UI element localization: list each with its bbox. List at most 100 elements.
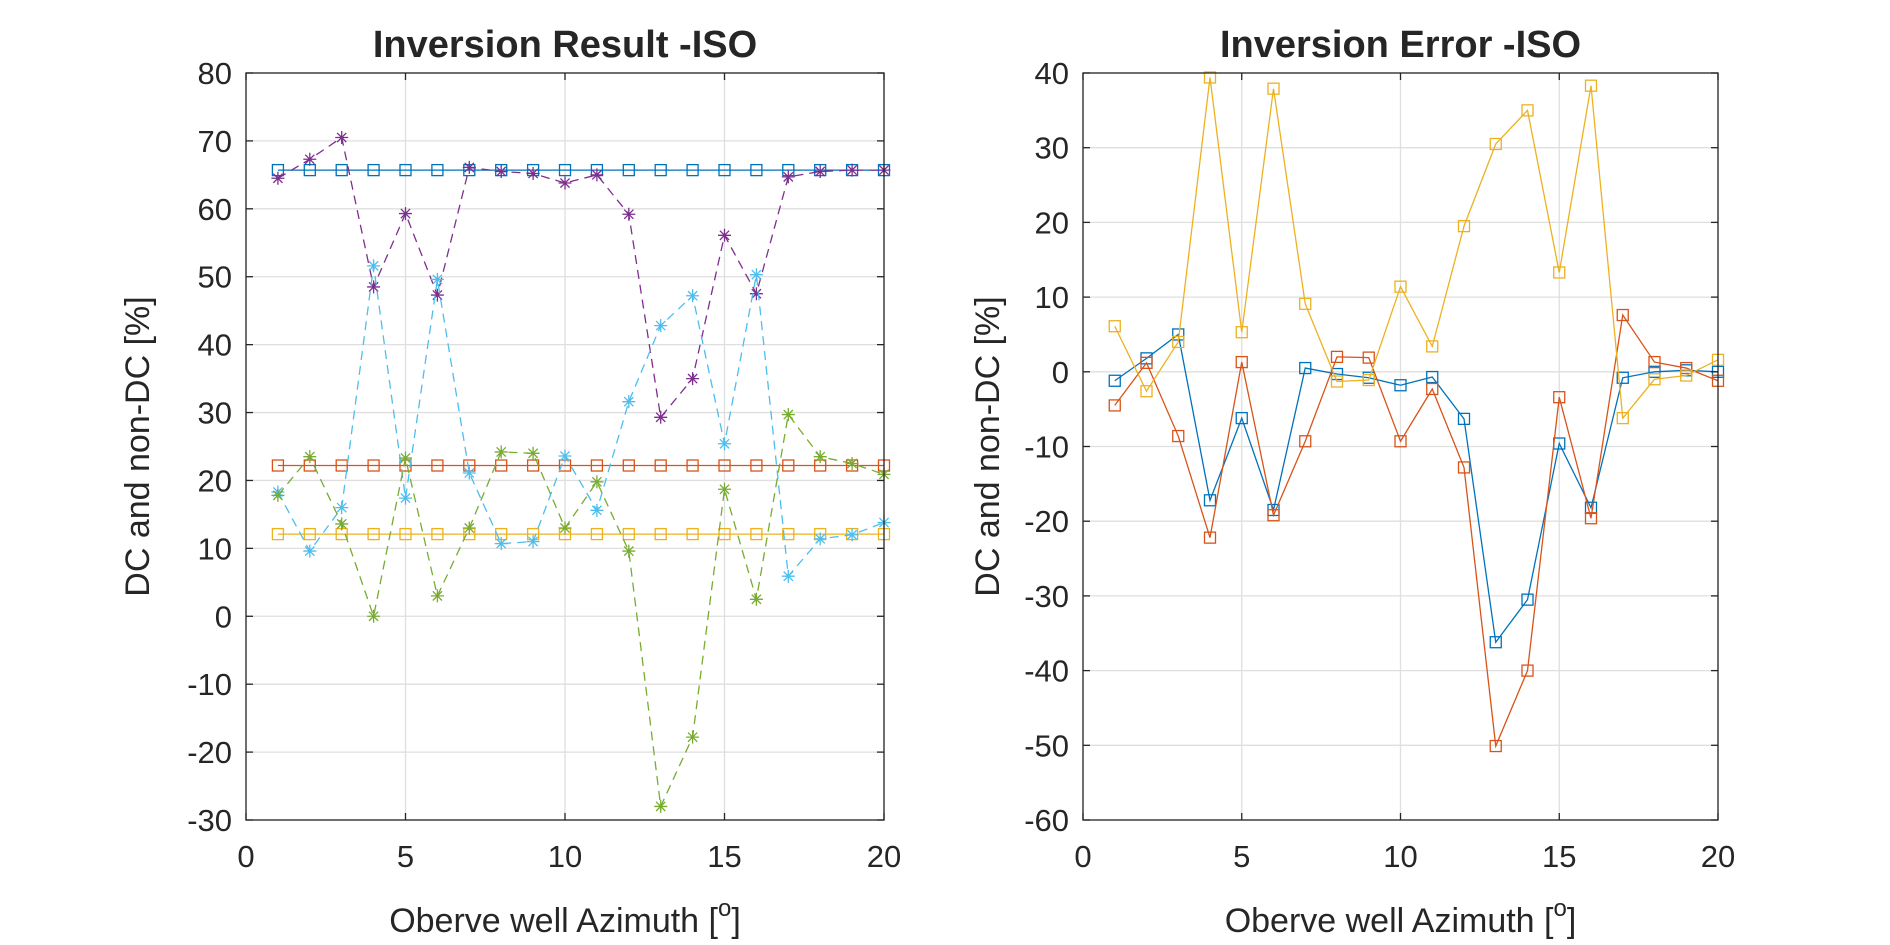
data-point bbox=[1203, 71, 1217, 84]
data-point bbox=[718, 228, 731, 242]
data-point bbox=[1584, 79, 1598, 92]
data-point bbox=[718, 482, 731, 496]
y-tick-label: -20 bbox=[1024, 504, 1069, 539]
data-point bbox=[590, 459, 604, 472]
data-point bbox=[1648, 355, 1661, 369]
data-point bbox=[367, 527, 380, 541]
y-axis-label: DC and non-DC [%] bbox=[119, 296, 157, 596]
series-6 bbox=[271, 408, 891, 813]
data-point bbox=[367, 259, 381, 273]
data-point bbox=[718, 459, 731, 472]
data-point bbox=[750, 527, 763, 541]
data-point bbox=[686, 372, 700, 386]
x-axis-label: Oberve well Azimuth [o] bbox=[1225, 895, 1577, 940]
data-point bbox=[813, 532, 827, 546]
series-line bbox=[277, 265, 885, 578]
data-point bbox=[399, 207, 412, 221]
y-tick-label: 30 bbox=[1035, 131, 1069, 166]
data-point bbox=[430, 589, 444, 603]
y-tick-label: 70 bbox=[198, 124, 232, 159]
series-3 bbox=[271, 527, 891, 541]
chart-panel-2: 0 5 10 15 20 -60 -50 -40 -30 -20 -10 0 10 20 30 40 Inver… bbox=[969, 24, 1735, 940]
data-point bbox=[686, 527, 699, 541]
y-tick-label: -50 bbox=[1024, 728, 1069, 763]
series-3 bbox=[1108, 71, 1725, 425]
y-tick-label: 40 bbox=[198, 328, 232, 363]
y-tick-label: -60 bbox=[1024, 803, 1069, 838]
data-point bbox=[1394, 379, 1407, 392]
chart-title: Inversion Error -ISO bbox=[1220, 24, 1581, 66]
data-point bbox=[654, 459, 667, 472]
data-point bbox=[1426, 370, 1439, 384]
data-point bbox=[1203, 531, 1217, 544]
data-point bbox=[430, 272, 444, 286]
data-point bbox=[590, 527, 604, 541]
data-point bbox=[1489, 137, 1502, 151]
data-point bbox=[654, 527, 667, 541]
data-point bbox=[750, 163, 763, 177]
data-point bbox=[654, 319, 668, 333]
y-tick-label: 60 bbox=[198, 192, 232, 227]
data-point bbox=[1108, 399, 1121, 412]
y-tick-label: 20 bbox=[1035, 205, 1069, 240]
chart-title: Inversion Result -ISO bbox=[373, 24, 757, 66]
data-point bbox=[1330, 375, 1344, 388]
data-point bbox=[1680, 369, 1693, 382]
data-point bbox=[335, 459, 348, 472]
data-point bbox=[1235, 411, 1248, 425]
data-point bbox=[367, 609, 381, 623]
data-point bbox=[845, 456, 859, 470]
data-point bbox=[1553, 391, 1566, 404]
data-point bbox=[686, 289, 700, 303]
data-point bbox=[367, 459, 380, 472]
data-point bbox=[654, 410, 668, 424]
data-point bbox=[1489, 636, 1502, 649]
data-point bbox=[271, 171, 285, 185]
data-point bbox=[1426, 340, 1439, 353]
series-2 bbox=[271, 459, 891, 472]
chart-panel-1: 0 5 10 15 20 -30 -20 -10 0 10 20 30 40 50 60 70 80 Invers… bbox=[119, 24, 901, 940]
data-point bbox=[335, 163, 348, 177]
data-point bbox=[1648, 365, 1661, 378]
data-point bbox=[1648, 373, 1661, 386]
data-point bbox=[271, 527, 285, 541]
data-point bbox=[1616, 411, 1629, 425]
data-point bbox=[622, 395, 636, 409]
series-5 bbox=[271, 259, 891, 583]
y-tick-label: -30 bbox=[1024, 579, 1069, 614]
data-point bbox=[1521, 104, 1534, 117]
data-point bbox=[622, 544, 636, 558]
x-tick-label: 15 bbox=[1542, 839, 1576, 874]
data-point bbox=[1203, 494, 1217, 507]
data-point bbox=[686, 163, 699, 177]
data-point bbox=[367, 163, 380, 177]
data-point bbox=[845, 163, 859, 177]
data-point bbox=[1172, 429, 1185, 443]
data-point bbox=[1584, 512, 1598, 525]
y-tick-label: 40 bbox=[1035, 56, 1069, 91]
data-point bbox=[1108, 374, 1121, 387]
y-tick-label: 50 bbox=[198, 260, 232, 295]
data-point bbox=[750, 459, 763, 472]
data-point bbox=[718, 437, 731, 451]
data-point bbox=[1457, 219, 1471, 233]
data-point bbox=[1140, 385, 1153, 398]
y-tick-label: -30 bbox=[187, 803, 232, 838]
y-tick-label: 20 bbox=[198, 463, 232, 498]
y-tick-label: 30 bbox=[198, 396, 232, 431]
data-point bbox=[1362, 373, 1375, 387]
series-line bbox=[1114, 313, 1719, 749]
data-point bbox=[1616, 371, 1629, 384]
data-point bbox=[782, 527, 795, 541]
data-point bbox=[1172, 335, 1185, 349]
data-point bbox=[686, 730, 700, 744]
y-tick-label: 10 bbox=[198, 531, 232, 566]
data-point bbox=[431, 163, 444, 177]
data-point bbox=[303, 450, 317, 464]
data-point bbox=[558, 163, 572, 177]
data-point bbox=[526, 167, 540, 181]
data-point bbox=[526, 446, 540, 460]
data-point bbox=[590, 503, 604, 517]
data-point bbox=[654, 799, 668, 813]
